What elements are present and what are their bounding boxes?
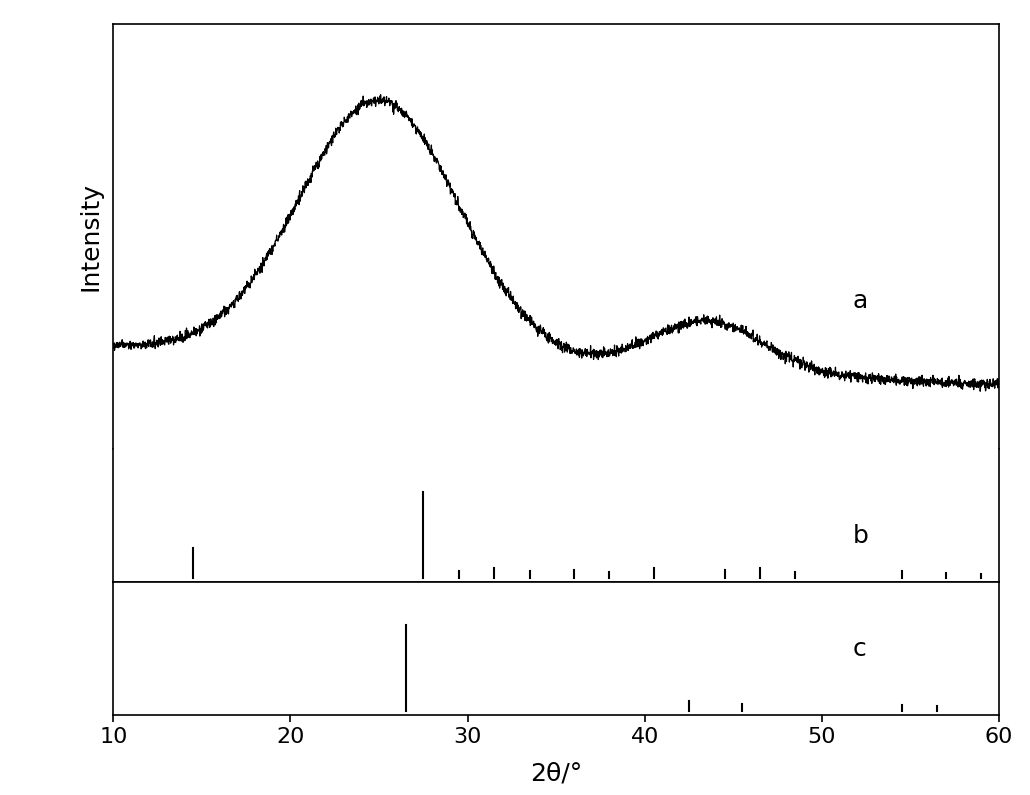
Text: b: b xyxy=(853,524,869,548)
X-axis label: 2θ/°: 2θ/° xyxy=(530,761,582,785)
Text: c: c xyxy=(853,637,866,661)
Y-axis label: Intensity: Intensity xyxy=(78,182,102,291)
Text: a: a xyxy=(853,289,868,312)
